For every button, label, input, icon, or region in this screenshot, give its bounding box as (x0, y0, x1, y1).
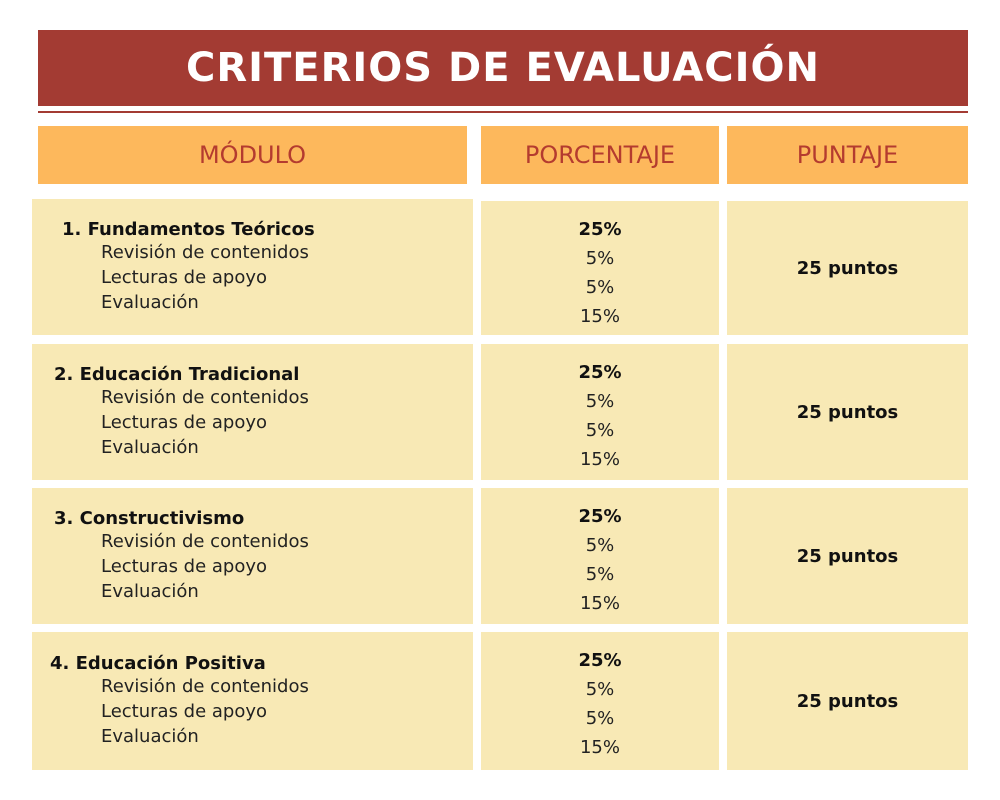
table-row-2-module: 2. Educación Tradicional Revisión de con… (32, 344, 473, 480)
item-percentage: 5% (585, 708, 615, 729)
item-percentage: 15% (579, 737, 620, 758)
table-row-1-module: 1. Fundamentos Teóricos Revisión de cont… (32, 199, 473, 335)
title-divider (38, 111, 968, 113)
total-percentage: 25% (578, 362, 622, 383)
table-row-1-score: 25 puntos (727, 201, 968, 335)
item-percentage: 15% (579, 449, 620, 470)
table-row-4-score: 25 puntos (727, 632, 968, 770)
item-percentage: 5% (585, 277, 615, 298)
module-item: Revisión de contenidos (101, 242, 309, 263)
total-percentage: 25% (578, 650, 622, 671)
points-value: 25 puntos (796, 545, 899, 567)
module-title: 1. Fundamentos Teóricos (62, 219, 315, 240)
module-item: Lecturas de apoyo (101, 701, 268, 722)
table-row-3-percentage: 25% 5% 5% 15% (481, 488, 719, 624)
total-percentage: 25% (578, 506, 622, 527)
points-value: 25 puntos (796, 401, 899, 423)
item-percentage: 15% (579, 306, 620, 327)
item-percentage: 5% (585, 535, 615, 556)
module-item: Revisión de contenidos (101, 676, 309, 697)
module-item: Evaluación (101, 437, 199, 458)
table-row-4-percentage: 25% 5% 5% 15% (481, 632, 719, 770)
table-row-1-percentage: 25% 5% 5% 15% (481, 201, 719, 335)
table-row-3-module: 3. Constructivismo Revisión de contenido… (32, 488, 473, 624)
module-item: Lecturas de apoyo (101, 412, 268, 433)
item-percentage: 15% (579, 593, 620, 614)
points-value: 25 puntos (796, 257, 899, 279)
item-percentage: 5% (585, 564, 615, 585)
table-row-4-module: 4. Educación Positiva Revisión de conten… (32, 632, 473, 770)
module-item: Revisión de contenidos (101, 531, 309, 552)
module-title: 4. Educación Positiva (50, 653, 266, 674)
table-row-2-percentage: 25% 5% 5% 15% (481, 344, 719, 480)
module-item: Revisión de contenidos (101, 387, 309, 408)
item-percentage: 5% (585, 248, 615, 269)
total-percentage: 25% (578, 219, 622, 240)
item-percentage: 5% (585, 391, 615, 412)
module-item: Evaluación (101, 726, 199, 747)
header-percentage: PORCENTAJE (481, 126, 719, 184)
title-banner: CRITERIOS DE EVALUACIÓN (38, 30, 968, 106)
module-item: Lecturas de apoyo (101, 267, 268, 288)
module-item: Evaluación (101, 581, 199, 602)
module-title: 2. Educación Tradicional (54, 364, 300, 385)
module-item: Lecturas de apoyo (101, 556, 268, 577)
points-value: 25 puntos (796, 690, 899, 712)
item-percentage: 5% (585, 679, 615, 700)
module-title: 3. Constructivismo (54, 508, 245, 529)
module-item: Evaluación (101, 292, 199, 313)
item-percentage: 5% (585, 420, 615, 441)
page-title: CRITERIOS DE EVALUACIÓN (185, 45, 821, 91)
header-module: MÓDULO (38, 126, 467, 184)
table-row-2-score: 25 puntos (727, 344, 968, 480)
header-score: PUNTAJE (727, 126, 968, 184)
table-row-3-score: 25 puntos (727, 488, 968, 624)
